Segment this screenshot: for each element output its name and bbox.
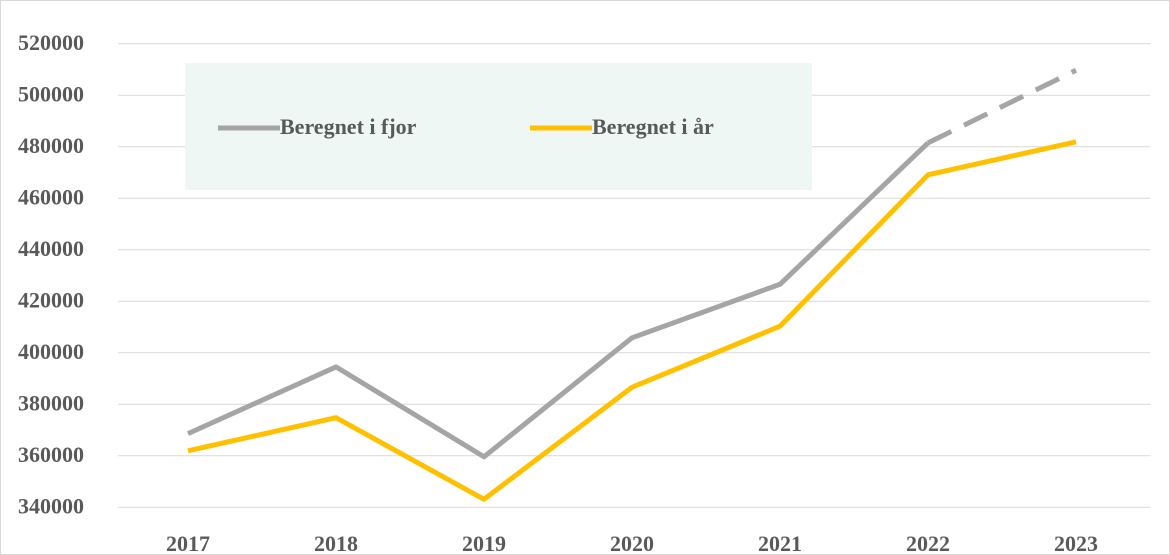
y-tick-label: 500000 (18, 81, 84, 106)
legend: Beregnet i fjor Beregnet i år (185, 63, 812, 190)
x-tick-label: 2021 (758, 531, 802, 555)
x-tick-label: 2019 (462, 531, 506, 555)
line (187, 139, 1077, 502)
y-tick-label: 340000 (18, 493, 84, 518)
lines (186, 68, 1078, 502)
legend-box (185, 63, 812, 190)
y-tick-label: 360000 (18, 442, 84, 467)
x-tick-label: 2018 (314, 531, 358, 555)
y-tick-label: 380000 (18, 390, 84, 415)
x-tick-label: 2022 (906, 531, 950, 555)
x-tick-label: 2023 (1054, 531, 1098, 555)
y-tick-label: 400000 (18, 339, 84, 364)
line (186, 141, 930, 460)
legend-label: Beregnet i fjor (280, 114, 417, 139)
y-tick-label: 440000 (18, 236, 84, 261)
legend-label: Beregnet i år (592, 114, 714, 139)
x-tick-label: 2017 (166, 531, 210, 555)
y-tick-label: 520000 (18, 30, 84, 55)
y-tick-label: 460000 (18, 184, 84, 209)
x-tick-label: 2020 (610, 531, 654, 555)
y-tick-label: 420000 (18, 287, 84, 312)
y-tick-label: 480000 (18, 133, 84, 158)
line-dashed (926, 68, 1078, 146)
